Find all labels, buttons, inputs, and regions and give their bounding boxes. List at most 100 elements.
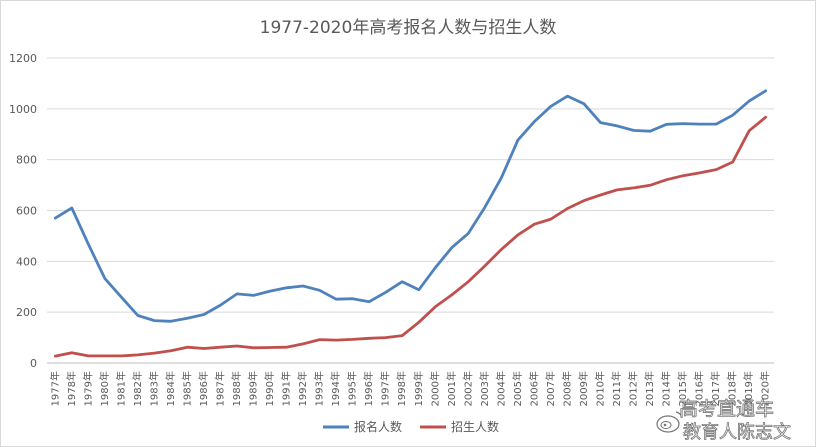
data-point [765,116,767,118]
watermark: 高考直通车 教育人陈志文 [656,398,791,443]
data-point [616,189,618,191]
watermark-line1: 高考直通车 [679,398,774,420]
data-point [71,207,73,209]
x-tick-label: 1999年 [412,371,425,406]
data-point [87,243,89,245]
x-tick-label: 2013年 [643,371,656,406]
x-tick-label: 1984年 [164,371,177,406]
data-point [401,281,403,283]
data-point [566,207,569,210]
y-tick-label: 600 [16,205,37,218]
x-tick-label: 2020年 [759,371,772,406]
data-point [649,184,651,186]
data-point [203,347,205,350]
data-point [302,343,304,345]
data-point [748,100,750,102]
data-point [484,265,486,267]
x-tick-label: 2003年 [478,371,491,406]
data-point [682,123,684,125]
data-point [550,105,552,107]
data-point [732,114,734,116]
x-tick-label: 1977年 [48,371,61,406]
x-tick-label: 1992年 [296,371,309,406]
x-tick-label: 2002年 [461,371,474,406]
y-tick-label: 200 [16,306,37,319]
data-point [286,346,288,348]
data-point [517,139,519,141]
y-tick-label: 1200 [9,52,37,65]
data-point [352,298,354,300]
x-tick-label: 1985年 [180,371,193,406]
x-tick-label: 1983年 [147,371,160,406]
x-tick-label: 2004年 [494,371,507,406]
x-axis-ticks: 1977年 1978年 1979年 1980年 1981年 1982年 1983年 1984年… [48,371,771,406]
data-point [137,354,139,356]
x-tick-label: 2006年 [527,371,540,406]
x-tick-label: 1991年 [280,371,293,406]
legend-label-reported: 报名人数 [354,419,402,434]
x-tick-label: 2015年 [676,371,689,406]
x-tick-label: 1978年 [65,371,78,406]
data-point [533,120,536,123]
data-point [203,313,205,316]
x-tick-label: 1988年 [230,371,243,406]
data-point [87,355,89,357]
data-point [104,355,106,357]
data-point [566,95,569,97]
data-point [186,317,188,319]
data-point [335,339,337,341]
legend-label-enrolled: 招生人数 [451,419,499,434]
data-point [137,314,139,317]
x-tick-label: 2016年 [693,371,706,406]
data-point [467,232,469,234]
x-tick-label: 2000年 [428,371,441,406]
data-point [236,345,238,347]
y-tick-label: 0 [30,357,37,370]
data-point [748,130,750,132]
x-tick-label: 2017年 [709,371,722,406]
data-point [484,206,486,208]
y-tick-label: 800 [16,154,37,167]
data-point [319,289,321,291]
chart-title: 1977-2020年高考报名人数与招生人数 [260,18,557,38]
data-point [269,290,271,292]
data-point [517,234,519,236]
data-point [699,123,701,125]
data-point [500,248,502,250]
x-tick-label: 1997年 [379,371,392,406]
data-point [54,217,56,219]
x-tick-label: 2012年 [627,371,640,406]
x-tick-label: 2009年 [577,371,590,406]
data-point [765,90,767,92]
series-lines [53,89,768,358]
gridlines [47,57,774,364]
data-point [252,294,255,296]
data-point [385,291,387,293]
data-point [286,287,288,289]
data-point [666,123,668,125]
x-tick-label: 2008年 [560,371,573,406]
data-point [715,123,717,125]
y-tick-label: 1000 [9,103,37,116]
series-line-0 [53,89,768,323]
data-point [418,289,420,291]
data-point [170,320,172,322]
data-point [649,130,651,132]
data-point [715,169,717,171]
data-point [269,346,271,349]
watermark-line2: 教育人陈志文 [683,422,791,443]
x-tick-label: 2010年 [594,371,607,406]
x-tick-label: 1994年 [329,371,342,406]
x-tick-label: 2018年 [726,371,739,406]
data-point [236,293,238,295]
data-point [170,350,172,352]
data-point [385,337,387,339]
data-point [352,338,354,340]
x-tick-label: 1981年 [114,371,127,406]
data-point [54,355,56,357]
data-point [550,218,552,220]
x-tick-label: 1996年 [362,371,375,406]
data-point [368,301,370,303]
data-point [633,129,635,131]
